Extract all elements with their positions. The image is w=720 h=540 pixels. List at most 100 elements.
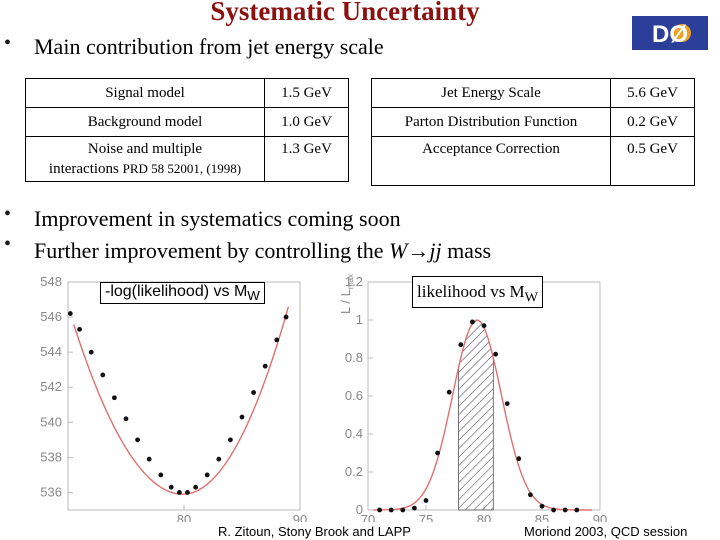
data-point	[123, 416, 129, 422]
bullet-marker: •	[4, 233, 12, 255]
data-point	[274, 337, 280, 343]
data-points	[377, 319, 580, 513]
x-tick-label: 90	[293, 512, 307, 522]
logo-text: DØ	[652, 21, 688, 48]
data-point	[67, 311, 73, 316]
data-point	[88, 349, 94, 355]
data-point	[539, 503, 545, 509]
y-tick-label: 0.2	[345, 464, 363, 479]
x-tick-label: 85	[535, 512, 549, 522]
tick-labels: 0 0.2 0.4 0.6 0.8 1 1.2 70 75 80 85 90	[345, 274, 607, 522]
data-point	[423, 498, 429, 503]
data-point	[377, 507, 382, 513]
data-point	[146, 456, 152, 462]
systematics-table-left: Signal model 1.5 GeV Background model 1.…	[25, 78, 349, 182]
footer-author: R. Zitoun, Stony Brook and LAPP	[218, 524, 411, 539]
data-point	[400, 507, 406, 513]
bullet-further-improvement: Further improvement by controlling the W…	[34, 238, 491, 264]
data-point	[388, 507, 394, 513]
table-cell-value: 1.0 GeV	[264, 107, 349, 137]
citation: PRD 58 52001, (1998)	[122, 161, 242, 176]
caption-subscript: W	[247, 288, 260, 304]
table-cell-value: 5.6 GeV	[610, 78, 695, 108]
data-point	[176, 490, 182, 495]
x-tick-label: 75	[419, 512, 433, 522]
bullet-main-contribution: Main contribution from jet energy scale	[34, 34, 384, 59]
data-point	[193, 484, 199, 490]
x-tick-label: 70	[361, 512, 375, 522]
caption-text: -log(likelihood) vs M	[105, 283, 248, 300]
footer-conference: Moriond 2003, QCD session	[524, 524, 688, 539]
table-cell-label: Parton Distribution Function	[371, 107, 611, 137]
y-tick-label: 546	[40, 309, 62, 324]
bullet-improvement: Improvement in systematics coming soon	[34, 206, 401, 231]
table-cell-value: 0.2 GeV	[610, 107, 695, 137]
fit-curve	[73, 306, 290, 495]
data-point	[228, 437, 233, 443]
y-axis-label: L / Lmax	[338, 274, 355, 314]
data-point	[168, 484, 174, 490]
table-cell-value: 1.5 GeV	[264, 78, 349, 108]
data-point	[551, 507, 556, 513]
y-tick-label: 0.8	[345, 350, 363, 365]
data-point	[574, 507, 580, 513]
bullet-marker: •	[4, 203, 12, 225]
data-point	[77, 326, 82, 332]
logo-star	[673, 24, 691, 42]
left-plot-caption: -log(likelihood) vs MW	[100, 282, 265, 305]
bullet-emphasis: W→jj	[389, 238, 442, 263]
bullet-marker: •	[4, 32, 12, 54]
bullet-tail: mass	[441, 238, 492, 263]
y-tick-label: 544	[40, 344, 62, 359]
data-point	[528, 492, 533, 498]
data-point	[112, 395, 117, 401]
caption-subscript: W	[524, 289, 539, 306]
data-point	[562, 507, 568, 513]
y-tick-label: 548	[40, 274, 62, 289]
y-tick-label: 0.6	[345, 388, 363, 403]
data-points	[67, 311, 289, 495]
data-point	[100, 372, 106, 378]
data-point	[262, 363, 268, 369]
table-cell-label: Acceptance Correction	[371, 136, 611, 186]
label-line1: Noise and multiple	[87, 141, 203, 157]
data-point	[239, 414, 245, 420]
y-tick-label: 1.2	[345, 274, 363, 289]
data-point	[251, 390, 256, 395]
table-row: Background model 1.0 GeV	[25, 107, 349, 137]
data-point	[204, 472, 210, 478]
slide-title: Systematic Uncertainty	[210, 0, 480, 26]
y-tick-label: 536	[40, 484, 62, 499]
data-point	[516, 456, 522, 462]
data-point	[135, 437, 140, 443]
y-tick-label: 538	[40, 449, 62, 464]
data-point	[185, 490, 190, 495]
data-point	[504, 401, 510, 406]
right-plot-caption: likelihood vs MW	[412, 276, 544, 308]
table-row: Jet Energy Scale 5.6 GeV	[371, 78, 695, 108]
table-row: Noise and multiple interactions PRD 58 5…	[25, 136, 349, 182]
table-cell-value: 1.3 GeV	[264, 136, 349, 182]
neg-log-likelihood-plot: 536 538 540 542 544 546 548 80 90	[28, 272, 320, 522]
data-point	[412, 505, 417, 511]
axes-box	[67, 281, 301, 511]
data-point	[458, 342, 464, 348]
data-point	[493, 351, 498, 357]
table-cell-label: Background model	[25, 107, 265, 137]
tick-labels: 536 538 540 542 544 546 548 80 90	[40, 274, 307, 522]
logo-background	[632, 16, 708, 50]
y-tick-label: 1	[356, 312, 363, 327]
table-row: Signal model 1.5 GeV	[25, 78, 349, 108]
likelihood-plot: 0 0.2 0.4 0.6 0.8 1 1.2 70 75 80 85 90 L / Lmax	[338, 272, 616, 522]
x-tick-label: 80	[177, 512, 191, 522]
x-tick-label: 80	[477, 512, 491, 522]
label-line2: interactions	[48, 161, 119, 177]
data-point	[216, 456, 222, 462]
bullet-text: Further improvement by controlling the	[34, 238, 389, 263]
table-row: Parton Distribution Function 0.2 GeV	[371, 107, 695, 137]
data-point	[481, 323, 487, 329]
x-tick-label: 90	[593, 512, 607, 522]
y-tick-label: 0	[356, 502, 363, 517]
data-point	[435, 450, 440, 456]
plot-frame	[67, 281, 301, 511]
